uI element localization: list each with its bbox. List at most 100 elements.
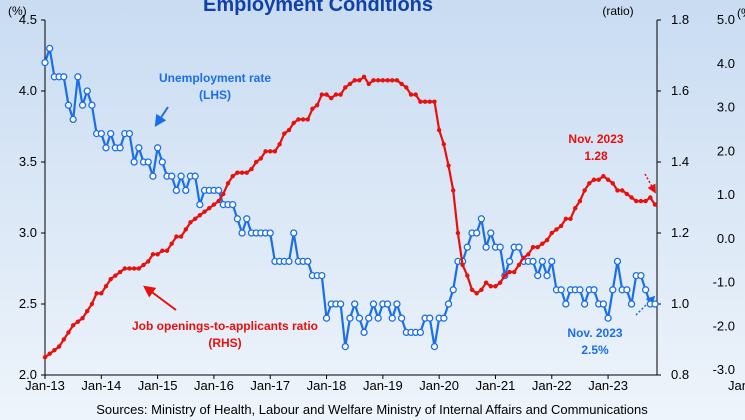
point — [66, 330, 71, 335]
point — [535, 245, 540, 250]
point — [609, 286, 617, 294]
point — [216, 198, 221, 204]
point — [436, 127, 442, 133]
point — [153, 144, 162, 152]
point — [338, 92, 343, 97]
arrow — [644, 173, 656, 194]
point — [512, 269, 517, 275]
point — [394, 78, 400, 83]
point — [70, 323, 76, 328]
point — [507, 269, 512, 275]
point — [258, 156, 264, 161]
point — [482, 243, 490, 251]
point — [282, 131, 287, 136]
x-tick-label: Jan-21 — [476, 378, 516, 393]
point — [60, 73, 68, 81]
point — [624, 191, 630, 197]
point — [422, 99, 428, 104]
point — [125, 129, 134, 138]
point — [538, 257, 547, 266]
point — [652, 202, 658, 207]
point — [383, 300, 392, 308]
point — [305, 117, 310, 122]
point — [404, 85, 409, 90]
y-tick-label: 5.0 — [717, 12, 735, 27]
annotation: 2.5% — [581, 343, 609, 357]
point — [343, 85, 348, 90]
point — [426, 314, 434, 322]
point — [324, 92, 329, 97]
y2-tick-label: 1.0 — [671, 296, 689, 311]
x-tick-label: Jan-18 — [307, 378, 347, 393]
point — [516, 262, 522, 268]
point — [610, 181, 615, 186]
annotation: Job openings-to-applicants ratio — [132, 319, 318, 333]
point — [336, 300, 345, 308]
point — [99, 291, 104, 296]
point — [648, 195, 653, 200]
point — [164, 248, 170, 253]
point — [361, 74, 367, 80]
point — [465, 273, 470, 278]
point — [615, 188, 620, 193]
point — [619, 188, 625, 193]
point — [135, 144, 143, 152]
point — [235, 170, 240, 175]
point — [202, 209, 207, 214]
point — [479, 287, 484, 292]
point — [322, 314, 331, 322]
point — [146, 259, 151, 264]
point — [188, 220, 193, 225]
point — [239, 170, 245, 175]
arrow — [635, 295, 656, 316]
y-tick-label: -3.0 — [713, 362, 735, 377]
y-tick-label: 3.0 — [717, 100, 735, 115]
x-tick-label: Jan-22 — [532, 378, 572, 393]
point — [230, 174, 235, 179]
point — [449, 286, 457, 294]
point — [474, 291, 479, 296]
point — [78, 101, 87, 109]
x-tick-label: Jan-20 — [419, 378, 459, 393]
x-tick-label: Jan-14 — [81, 378, 121, 393]
point — [534, 271, 542, 280]
point — [526, 252, 531, 257]
point — [286, 127, 292, 133]
point — [229, 200, 237, 209]
point — [192, 216, 198, 221]
point — [643, 198, 648, 204]
point — [41, 58, 49, 67]
point — [94, 291, 99, 296]
point — [113, 273, 118, 278]
point — [375, 78, 381, 83]
point — [573, 205, 578, 211]
point — [365, 314, 373, 322]
point — [651, 300, 659, 308]
point — [418, 99, 423, 104]
point — [393, 300, 401, 308]
point — [549, 230, 554, 236]
point — [149, 172, 157, 180]
point — [357, 78, 362, 83]
y2-tick-label: 1.4 — [671, 154, 689, 169]
point — [441, 142, 447, 147]
point — [155, 252, 160, 257]
point — [346, 314, 354, 322]
point — [150, 252, 156, 257]
point — [505, 257, 514, 266]
y2-tick-label: 0.8 — [671, 367, 689, 382]
chart-title: Employment Conditions — [203, 0, 433, 16]
point — [496, 243, 504, 251]
point — [183, 227, 188, 232]
point — [360, 328, 368, 337]
y2-unit: (ratio) — [602, 4, 633, 18]
point — [557, 286, 565, 294]
x-tick-label: Jan-23 — [588, 378, 628, 393]
point — [238, 229, 246, 237]
x-tick-label: Jan-19 — [363, 378, 403, 393]
point — [385, 78, 390, 83]
point — [211, 202, 217, 207]
point — [253, 159, 259, 165]
point — [432, 99, 437, 104]
point — [637, 271, 645, 280]
